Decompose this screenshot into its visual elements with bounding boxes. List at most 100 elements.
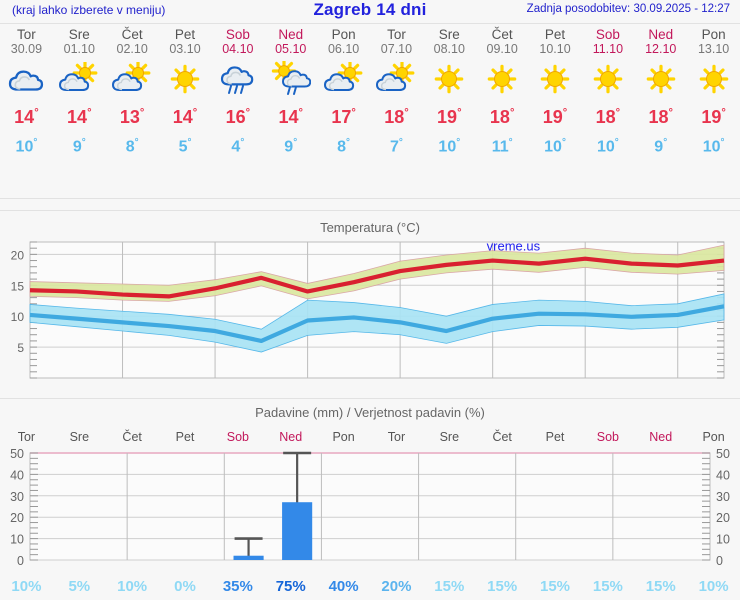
min-temperature: 10° <box>15 137 38 156</box>
min-temperature: 10° <box>702 137 725 156</box>
precip-day-label: Tor <box>17 430 36 444</box>
day-date: 02.10 <box>116 42 148 56</box>
page-header: (kraj lahko izberete v meniju) Zagreb 14… <box>0 0 740 24</box>
min-temperature: 7° <box>390 137 403 156</box>
temperature-chart-title: Temperatura (°C) <box>320 220 420 235</box>
precip-prob-cell: 15% <box>423 578 476 596</box>
sunny-icon <box>159 59 212 99</box>
max-temperature: 17° <box>331 107 356 127</box>
precip-day-label: Ned <box>649 430 673 444</box>
day-date: 04.10 <box>222 42 254 56</box>
day-name: Pon <box>331 27 356 42</box>
svg-text:50: 50 <box>10 447 24 461</box>
max-temperature: 16° <box>225 107 251 127</box>
day-column: Sob 04.10 16° 4° <box>211 27 264 187</box>
precip-day-cell: Ned <box>634 428 687 446</box>
strip-divider <box>0 198 740 199</box>
menu-hint: (kraj lahko izberete v meniju) <box>12 3 166 17</box>
min-temperature: 5° <box>178 137 192 156</box>
svg-text:0: 0 <box>716 554 723 568</box>
day-name: Ned <box>648 27 674 42</box>
precip-day-label: Ned <box>279 430 303 444</box>
precip-day-label: Sre <box>69 430 90 444</box>
day-column: Pon 13.10 19° 10° <box>687 27 740 187</box>
max-temperature: 14° <box>172 107 198 127</box>
svg-text:10: 10 <box>716 533 730 547</box>
precip-prob-cell: 75% <box>264 578 317 596</box>
svg-text:10: 10 <box>10 533 24 547</box>
precip-day-label: Sre <box>439 430 460 444</box>
min-temperature: 8° <box>125 137 139 156</box>
precip-prob-cell: 15% <box>529 578 582 596</box>
partly-sunny-icon <box>370 59 423 99</box>
max-temperature: 14° <box>278 107 303 127</box>
day-name: Sob <box>225 27 250 42</box>
precip-probability: 35% <box>222 578 253 595</box>
min-temperature: 9° <box>284 137 298 156</box>
max-temperature: 19° <box>701 107 726 127</box>
min-temperature: 10° <box>597 137 619 156</box>
precip-prob-cell: 5% <box>53 578 106 596</box>
min-temperature: 9° <box>72 137 86 156</box>
partly-sunny-icon <box>317 59 370 99</box>
precip-probability: 20% <box>381 578 412 595</box>
sunny-icon <box>423 59 476 99</box>
max-temperature: 14° <box>67 107 92 127</box>
svg-text:30: 30 <box>10 490 24 504</box>
precip-day-label: Pon <box>702 430 725 444</box>
chart-divider <box>0 398 740 399</box>
temperature-chart: 5 10 15 20 vreme.us <box>0 236 740 396</box>
min-temperature: 10° <box>438 137 461 156</box>
precip-day-label: Čet <box>492 430 512 444</box>
min-temperature: 11° <box>491 137 513 156</box>
precip-day-cell: Tor <box>370 428 423 446</box>
precip-day-cell: Sre <box>53 428 106 446</box>
day-name: Čet <box>121 27 143 42</box>
precip-day-label: Sob <box>596 430 619 444</box>
svg-text:30: 30 <box>716 490 730 504</box>
precip-day-label: Sob <box>226 430 249 444</box>
max-temperature: 13° <box>119 107 145 127</box>
precipitation-chart-title: Padavine (mm) / Verjetnost padavin (%) <box>255 405 485 420</box>
precip-probability: 5% <box>68 578 91 595</box>
max-temperature: 18° <box>384 107 409 127</box>
precip-prob-cell: 20% <box>370 578 423 596</box>
sunny-icon <box>687 59 740 99</box>
precip-probability: 40% <box>328 578 359 595</box>
max-temperature: 19° <box>437 107 462 127</box>
max-temperature: 18° <box>595 107 621 127</box>
svg-text:10: 10 <box>11 310 25 324</box>
day-column: Tor 30.09 14° 10° <box>0 27 53 187</box>
precip-probability: 10% <box>11 578 42 595</box>
precip-probability: 15% <box>592 578 623 595</box>
day-date: 07.10 <box>380 42 413 56</box>
max-temperature: 19° <box>542 107 568 127</box>
day-name: Pon <box>701 27 726 42</box>
precip-probability: 75% <box>275 578 306 595</box>
precip-day-cell: Sob <box>581 428 634 446</box>
day-column: Sob 11.10 18° 10° <box>581 27 634 187</box>
day-date: 09.10 <box>486 42 518 56</box>
precip-probability: 15% <box>540 578 571 595</box>
precip-day-cell: Čet <box>476 428 529 446</box>
day-column: Sre 08.10 19° 10° <box>423 27 476 187</box>
precip-prob-cell: 10% <box>106 578 159 596</box>
day-name: Sre <box>438 27 460 42</box>
precipitation-probability-row: 10% 5% 10% 0% 35% 75% 40% 20% 15% 15% 15% 15% 15% 10% <box>0 578 740 596</box>
day-column: Čet 09.10 18° 11° <box>476 27 529 187</box>
precip-day-label: Čet <box>122 430 142 444</box>
rain-icon <box>211 59 264 99</box>
sunny-icon <box>529 59 582 99</box>
svg-text:50: 50 <box>716 447 730 461</box>
day-date: 03.10 <box>169 42 201 56</box>
precip-day-label: Tor <box>387 430 406 444</box>
precip-day-cell: Sob <box>211 428 264 446</box>
day-name: Pet <box>174 27 196 42</box>
precip-probability: 15% <box>487 578 518 595</box>
svg-text:vreme.us: vreme.us <box>487 239 541 254</box>
precip-day-cell: Pon <box>317 428 370 446</box>
day-column: Pet 03.10 14° 5° <box>159 27 212 187</box>
day-name: Tor <box>387 27 406 42</box>
day-date: 13.10 <box>697 42 730 56</box>
precip-day-label: Pet <box>545 430 565 444</box>
